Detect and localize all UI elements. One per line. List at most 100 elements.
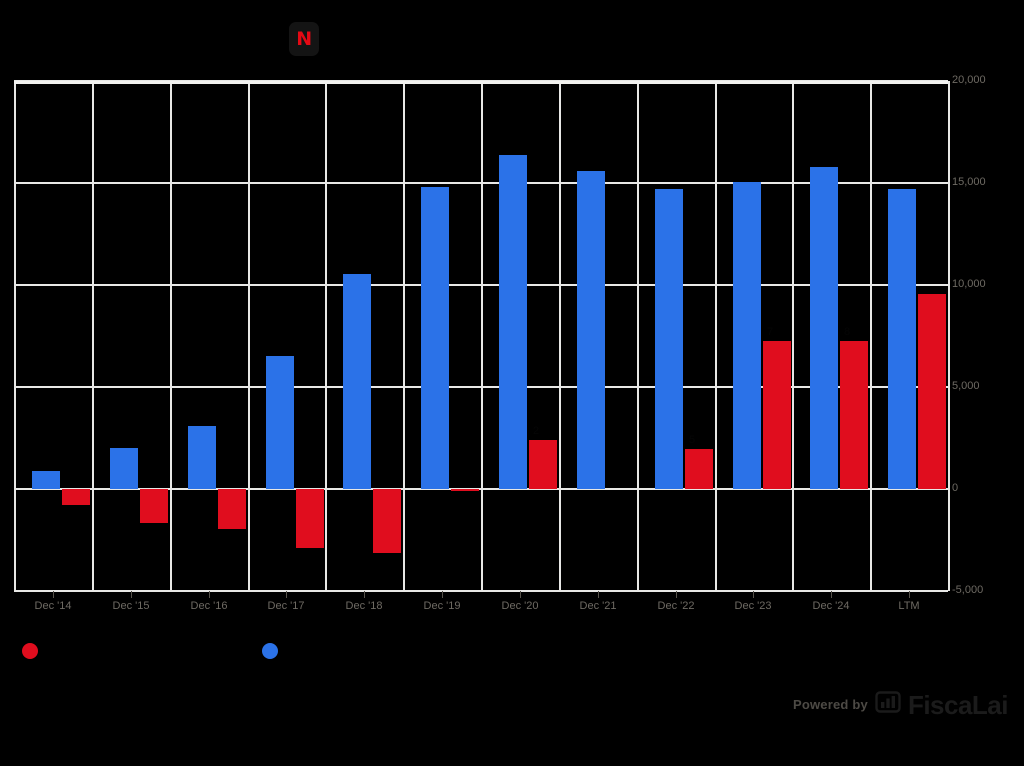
bar-group[interactable]: 7 <box>733 81 795 591</box>
bar-free-cash-flow[interactable] <box>140 489 168 523</box>
vertical-gridline <box>715 81 717 591</box>
x-axis-tick-label: Dec '17 <box>267 600 305 612</box>
chart-plot-area: 2 5 7 8 <box>14 80 950 592</box>
legend-item[interactable] <box>22 643 45 659</box>
y-axis-tick-label: 10,000 <box>952 278 986 290</box>
x-axis-tick-mark <box>831 591 832 598</box>
chart-legend <box>0 643 1024 669</box>
x-axis-tick-mark <box>520 591 521 598</box>
x-axis-tick-label: Dec '21 <box>579 600 617 612</box>
x-axis-tick-mark <box>909 591 910 598</box>
bar-net-income[interactable] <box>733 182 761 489</box>
bar-net-income[interactable] <box>655 188 683 489</box>
bar-net-income[interactable] <box>888 189 916 489</box>
legend-color-dot <box>262 643 278 659</box>
bar-group[interactable] <box>421 81 483 591</box>
bar-free-cash-flow[interactable] <box>373 489 401 554</box>
x-axis-tick-mark <box>209 591 210 598</box>
x-axis-tick-label: Dec '20 <box>501 600 539 612</box>
bar-value-label: 2 <box>533 425 540 438</box>
vertical-gridline <box>637 81 639 591</box>
x-axis: Dec '14 Dec '15 Dec '16 Dec '17 Dec '18 Dec '… <box>14 591 948 631</box>
bar-value-label: 8 <box>844 326 851 339</box>
y-axis-tick-label: 5,000 <box>952 380 980 392</box>
bar-group[interactable]: 2 <box>499 81 561 591</box>
netflix-logo-letter: N <box>296 27 312 50</box>
bar-group[interactable] <box>266 81 328 591</box>
x-axis-tick-label: Dec '14 <box>34 600 72 612</box>
fiscalai-brand-name: FiscaLai <box>907 689 1009 720</box>
vertical-gridline <box>14 81 16 591</box>
x-axis-tick-label: Dec '16 <box>190 600 228 612</box>
bar-group[interactable] <box>110 81 172 591</box>
x-axis-tick-mark <box>676 591 677 598</box>
y-axis-tick-label: 0 <box>952 482 959 494</box>
x-axis-tick-label: Dec '15 <box>112 600 150 612</box>
bar-series-container: 2 5 7 8 <box>14 81 948 591</box>
vertical-gridline <box>170 81 172 591</box>
bar-group[interactable]: 5 <box>655 81 717 591</box>
vertical-gridline <box>248 81 250 591</box>
x-axis-tick-mark <box>753 591 754 598</box>
bar-net-income[interactable] <box>188 426 216 489</box>
bar-group[interactable] <box>888 81 950 591</box>
vertical-gridline <box>481 81 483 591</box>
bar-net-income[interactable] <box>577 170 605 489</box>
vertical-gridline <box>325 81 327 591</box>
y-axis: 20,000 15,000 10,000 5,000 0 -5,000 <box>952 70 1022 605</box>
bar-free-cash-flow[interactable] <box>62 489 90 506</box>
bar-free-cash-flow[interactable] <box>529 440 557 489</box>
bar-free-cash-flow[interactable] <box>451 489 479 492</box>
bar-net-income[interactable] <box>32 471 60 489</box>
x-axis-tick-label: Dec '19 <box>423 600 461 612</box>
y-axis-tick-label: 20,000 <box>952 74 986 86</box>
vertical-gridline <box>559 81 561 591</box>
x-axis-tick-label: Dec '23 <box>734 600 772 612</box>
x-axis-tick-mark <box>442 591 443 598</box>
bar-free-cash-flow[interactable] <box>218 489 246 530</box>
legend-item[interactable] <box>262 643 285 659</box>
x-axis-tick-label: Dec '18 <box>345 600 383 612</box>
bar-group[interactable] <box>188 81 250 591</box>
zero-baseline <box>14 81 948 84</box>
bar-free-cash-flow[interactable] <box>840 341 868 489</box>
bar-net-income[interactable] <box>810 167 838 489</box>
x-axis-tick-label: Dec '22 <box>657 600 695 612</box>
legend-color-dot <box>22 643 38 659</box>
vertical-gridline <box>948 81 950 591</box>
netflix-logo: N <box>289 22 319 56</box>
vertical-gridline <box>92 81 94 591</box>
fiscalai-chart-icon <box>875 690 901 719</box>
x-axis-tick-mark <box>364 591 365 598</box>
netflix-logo-tile: N <box>289 22 319 56</box>
bar-group[interactable] <box>577 81 639 591</box>
x-axis-tick-mark <box>53 591 54 598</box>
x-axis-tick-mark <box>598 591 599 598</box>
footer-attribution: Powered by FiscaLai <box>792 689 1009 720</box>
x-axis-tick-mark <box>286 591 287 598</box>
bar-net-income[interactable] <box>110 447 138 489</box>
gridline--5000 <box>14 590 948 592</box>
x-axis-tick-label: LTM <box>898 600 920 612</box>
bar-group[interactable] <box>343 81 405 591</box>
bar-free-cash-flow[interactable] <box>296 489 324 549</box>
vertical-gridline <box>792 81 794 591</box>
bar-value-label: 5 <box>689 434 696 447</box>
bar-free-cash-flow[interactable] <box>918 294 946 489</box>
x-axis-tick-mark <box>131 591 132 598</box>
bar-group[interactable] <box>32 81 94 591</box>
bar-value-label: 7 <box>767 326 774 339</box>
bar-free-cash-flow[interactable] <box>763 341 791 489</box>
bar-net-income[interactable] <box>343 273 371 489</box>
y-axis-tick-label: -5,000 <box>952 584 984 596</box>
bar-net-income[interactable] <box>421 186 449 489</box>
vertical-gridline <box>870 81 872 591</box>
bar-free-cash-flow[interactable] <box>685 449 713 489</box>
y-axis-tick-label: 15,000 <box>952 176 986 188</box>
bar-net-income[interactable] <box>266 355 294 489</box>
bar-group[interactable]: 8 <box>810 81 872 591</box>
x-axis-tick-label: Dec '24 <box>812 600 850 612</box>
powered-by-label: Powered by <box>792 697 868 712</box>
bar-net-income[interactable] <box>499 155 527 489</box>
vertical-gridline <box>403 81 405 591</box>
